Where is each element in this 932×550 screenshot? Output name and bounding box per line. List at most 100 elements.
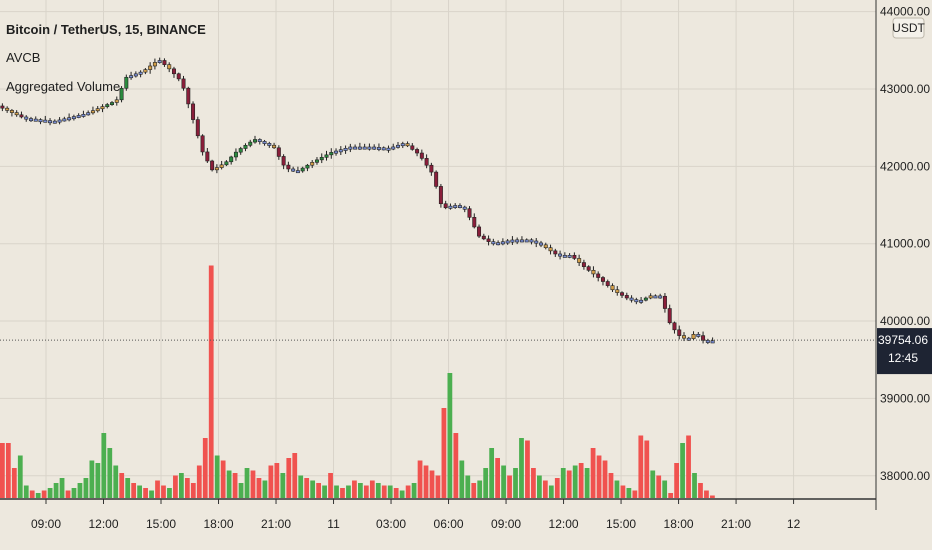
candle-body [76,115,81,118]
candle-body [114,99,119,103]
volume-bar [441,408,447,498]
candle-body [567,255,572,258]
candle-body [634,299,639,303]
candle-body [624,295,629,299]
candle-body [129,75,134,79]
candle-body [191,103,196,120]
candle-body [167,64,172,70]
volume-bar [113,465,119,498]
candle-body [334,150,339,154]
volume-bar [453,433,459,498]
volume-bar [596,455,602,498]
candle-body [238,148,243,153]
volume-bar [29,490,35,498]
candle-body [162,60,167,65]
candle-body [491,241,496,245]
time-tick-label: 18:00 [204,517,234,531]
candle-body [272,144,277,149]
candle-body [710,340,715,344]
volume-bar [298,475,304,498]
volume-bar [608,473,614,498]
candle-body [9,110,14,113]
candle-body [357,146,362,150]
candle-body [186,87,191,105]
volume-bar [375,483,381,498]
volume-bar [465,475,471,498]
volume-bar [489,448,495,498]
volume-bar [77,483,83,498]
candle-body [691,334,696,339]
volume-bar [125,478,131,498]
candle-body [71,116,76,120]
volume-bar [572,465,578,498]
volume-bar [542,480,548,498]
candle-body [200,135,205,153]
volume-bar [352,480,357,498]
candle-body [248,141,253,146]
candle-body [33,118,38,122]
volume-bar [340,488,345,498]
candle-body [391,146,396,150]
volume-bar [495,458,500,498]
time-tick-label: 06:00 [434,517,464,531]
volume-bar [286,458,292,498]
volume-bar [423,465,429,498]
volume-bars [0,265,715,498]
volume-bar [53,483,59,498]
candle-body [662,295,667,309]
volume-bar [554,478,560,498]
time-axis[interactable]: 09:00 12:00 15:00 18:00 21:00 11 03:00 06:00 09:… [0,498,876,531]
time-tick-label: 12:00 [549,517,579,531]
volume-bar [316,483,321,498]
candle-body [510,239,515,243]
candle-body [157,60,162,63]
volume-bar [190,483,196,498]
price-tick-label: 43000.00 [880,82,930,96]
last-price-label: 39754.06 12:45 [877,328,932,375]
volume-bar [202,438,208,498]
volume-bar [256,478,262,498]
candle-body [629,297,634,301]
indicator-avcb-label[interactable]: AVCB [6,50,40,65]
volume-bar [680,443,685,498]
volume-bar [244,468,250,498]
volume-bar [686,435,691,498]
candle-body [110,102,114,105]
volume-bar [334,485,339,498]
candle-body [105,104,110,108]
volume-bar [674,463,679,498]
candle-body [152,62,157,67]
candle-body [376,147,381,150]
volume-bar [698,483,703,498]
candle-body [243,145,248,149]
candle-body [253,139,257,143]
volume-bar [11,468,17,498]
volume-bar [95,463,101,498]
currency-badge[interactable]: USDT [892,17,926,39]
volume-bar [155,480,160,498]
candle-body [286,164,291,170]
candle-body [133,73,138,77]
candle-body [386,147,391,151]
candle-body [658,295,663,299]
countdown-value: 12:45 [888,351,918,365]
candle-body [19,114,24,118]
candle-body [43,119,48,123]
volume-bar [173,475,178,498]
candle-body [591,270,596,275]
candle-body [529,239,534,243]
candle-body [24,116,29,120]
volume-bar [137,485,142,498]
volume-bar [548,485,554,498]
candle-body [310,162,315,166]
candle-body [52,120,57,124]
candle-body [672,322,677,331]
indicator-aggregated-volume-label[interactable]: Aggregated Volume [6,79,120,94]
volume-bar [268,465,274,498]
candle-body [343,148,348,151]
candle-body [438,186,443,205]
last-price-label-box [877,328,932,375]
candle-body [214,167,219,171]
price-axis[interactable]: 44000.00 43000.00 42000.00 41000.00 40000.00… [875,0,930,510]
